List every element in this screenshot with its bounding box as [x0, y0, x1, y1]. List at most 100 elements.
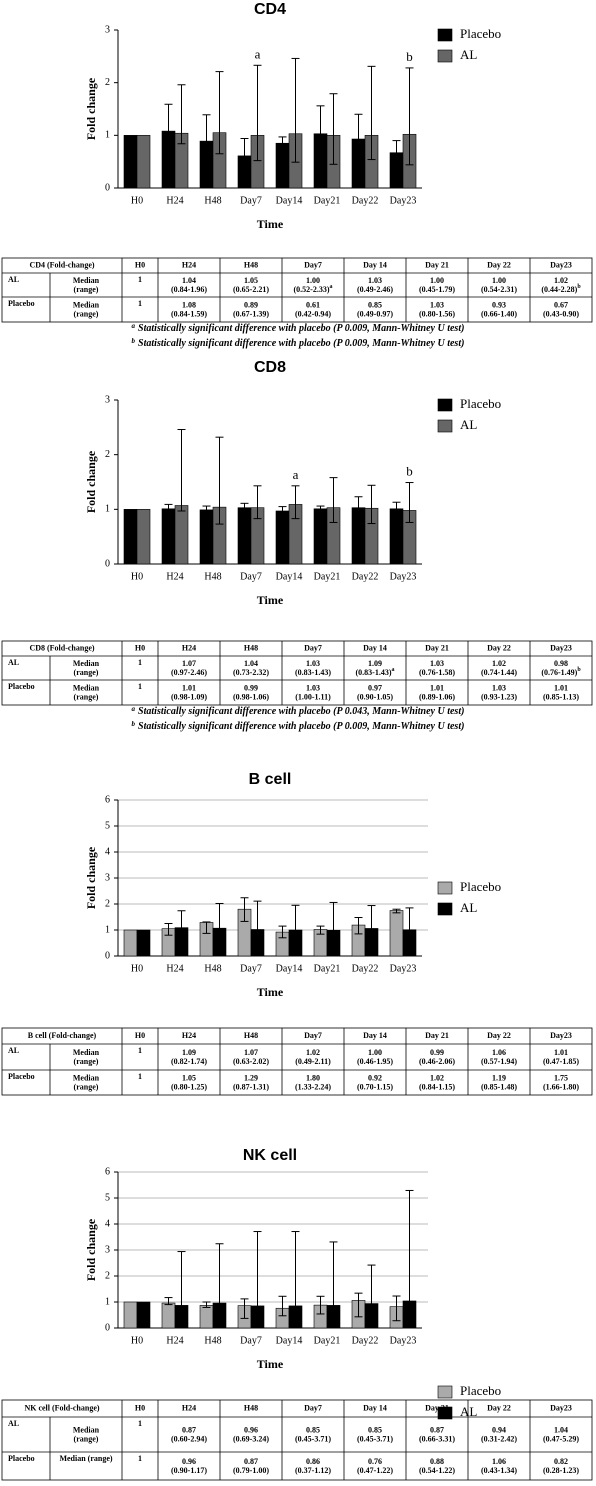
x-tick-label: Day21 [314, 571, 341, 582]
range-text: (0.85-1.13) [543, 692, 579, 701]
range-text: (0.46-2.06) [419, 1057, 455, 1066]
range-text: (0.49-0.97) [357, 309, 393, 318]
y-tick-label: 4 [105, 846, 110, 857]
x-tick-label: H24 [166, 195, 183, 206]
table-header: H48 [244, 643, 258, 652]
footnote-text: Statistically significant difference wit… [138, 721, 464, 732]
cell-median: 1.08 [182, 300, 196, 309]
table-header: H48 [244, 1403, 258, 1412]
table-header: Day7 [304, 643, 322, 652]
range-text: (0.76-1.58) [419, 668, 455, 677]
y-tick-label: 0 [105, 182, 110, 193]
error-bar [177, 910, 186, 936]
range-text: (0.63-2.02) [233, 1057, 269, 1066]
footnote: b Statistically significant difference wi… [132, 337, 465, 350]
range-text: (0.70-1.15) [357, 1082, 393, 1091]
row-label: (range) [74, 1082, 99, 1091]
row-label: Median [73, 300, 100, 309]
legend-label: Placebo [460, 1383, 501, 1398]
range-text: (0.83-1.43) [356, 668, 392, 677]
row-label: (range) [74, 1434, 99, 1443]
cell-median: 0.86 [306, 1457, 320, 1466]
row-group: AL [8, 658, 19, 667]
cell-range: (1.33-2.24) [295, 1082, 331, 1091]
table-header: H24 [182, 1031, 196, 1040]
cell-median: 1.00 [306, 276, 320, 285]
cell-range: (0.28-1.23) [543, 1466, 579, 1475]
error-bar [329, 901, 338, 945]
x-tick-label: Day7 [240, 963, 262, 974]
y-tick-label: 1 [105, 924, 110, 935]
table-header: Day 14 [363, 1403, 387, 1412]
cell-median: 0.93 [492, 300, 506, 309]
legend-label: Placebo [460, 396, 501, 411]
cell-range: (0.43-1.34) [481, 1466, 517, 1475]
cell-range: (0.82-1.74) [171, 1057, 207, 1066]
cell-median: 1.03 [430, 659, 444, 668]
error-bar [405, 67, 414, 166]
range-text: (0.79-1.00) [233, 1466, 269, 1475]
error-bar [329, 477, 338, 523]
cell-median: 0.92 [368, 1073, 382, 1082]
table-border [1, 1399, 593, 1481]
cell-range: (0.97-2.46) [171, 668, 207, 677]
error-bar [240, 137, 249, 167]
y-tick-label: 2 [105, 77, 110, 88]
error-bar [240, 897, 249, 922]
cell-median: 1.02 [554, 276, 568, 285]
error-bar [405, 1189, 414, 1317]
error-bar [202, 1301, 211, 1308]
error-bar [202, 921, 211, 934]
cell-median: 0.96 [244, 1425, 258, 1434]
error-bar [215, 436, 224, 525]
y-tick-label: 0 [105, 1322, 110, 1333]
y-tick-label: 6 [105, 1166, 110, 1177]
y-tick-label: 1 [105, 1296, 110, 1307]
table-header: Day 22 [487, 260, 511, 269]
cell-median: 0.85 [306, 1425, 320, 1434]
cell-value: 1 [138, 682, 142, 691]
cell-value: 1 [138, 275, 142, 284]
bar [136, 135, 151, 189]
cell-median: 1.02 [492, 659, 506, 668]
range-text: (0.37-1.12) [295, 1466, 331, 1475]
range-text: (0.46-1.95) [357, 1057, 393, 1066]
error-bar [405, 907, 414, 945]
cell-median: 1.19 [492, 1073, 506, 1082]
legend-label: Placebo [460, 26, 501, 41]
bar [174, 505, 189, 565]
cell-median: 1.07 [244, 1048, 258, 1057]
bar [123, 929, 138, 957]
error-bar [367, 905, 376, 942]
cell-median: 1.05 [244, 276, 258, 285]
cell-median: 0.99 [430, 1048, 444, 1057]
table-header: Day 14 [363, 260, 387, 269]
cell-median: 1.00 [492, 276, 506, 285]
superscript: b [577, 667, 581, 673]
table-header: B cell (Fold-change) [28, 1031, 97, 1040]
error-bar [354, 496, 363, 514]
cell-median: 0.89 [244, 300, 258, 309]
y-tick-label: 1 [105, 130, 110, 141]
cell-range: (0.47-1.22) [357, 1466, 393, 1475]
cell-range: (0.49-0.97) [357, 309, 393, 318]
range-text: (0.47-1.22) [357, 1466, 393, 1475]
y-tick-label: 0 [105, 558, 110, 569]
cell-median: 1.04 [182, 276, 196, 285]
legend-label: AL [460, 900, 477, 915]
cell-range: (0.89-1.06) [419, 692, 455, 701]
cell-median: 1.75 [554, 1073, 568, 1082]
cell-median: 0.96 [182, 1457, 196, 1466]
error-bar [177, 1251, 186, 1313]
table-border [1, 1027, 593, 1096]
x-tick-label: Day22 [352, 963, 379, 974]
table-header: NK cell (Fold-change) [24, 1403, 99, 1412]
cell-median: 1.29 [244, 1073, 258, 1082]
cell-median: 1.07 [182, 659, 196, 668]
footnote: a Statistically significant difference wi… [132, 322, 465, 335]
cell-range: (0.83-1.43)a [356, 667, 395, 676]
cell-range: (0.63-2.02) [233, 1057, 269, 1066]
table-header: H48 [244, 260, 258, 269]
range-text: (0.43-0.90) [543, 309, 579, 318]
